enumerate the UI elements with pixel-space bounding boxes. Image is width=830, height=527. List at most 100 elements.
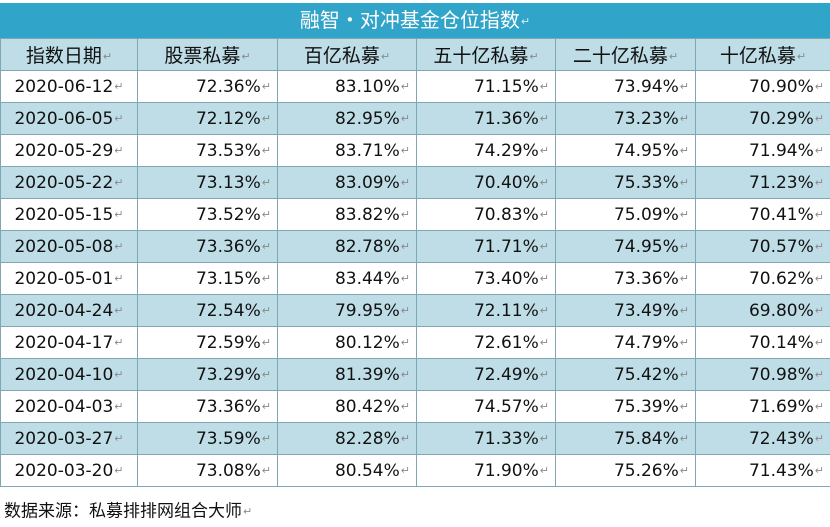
cell-text: 72.43% — [749, 429, 814, 449]
column-header: 指数日期↵ — [1, 39, 138, 71]
paragraph-mark-icon: ↵ — [401, 400, 410, 413]
date-cell: 2020-04-24↵ — [1, 295, 138, 327]
cell-text: 70.29% — [749, 109, 814, 129]
paragraph-mark-icon: ↵ — [540, 464, 549, 477]
paragraph-mark-icon: ↵ — [114, 112, 123, 125]
table-row: 2020-03-20↵73.08%↵80.54%↵71.90%↵75.26%↵7… — [1, 455, 830, 487]
paragraph-mark-icon: ↵ — [540, 240, 549, 253]
cell-text: 2020-03-20 — [14, 461, 113, 481]
column-header-label: 百亿私募 — [304, 45, 380, 67]
paragraph-mark-icon: ↵ — [401, 304, 410, 317]
value-cell: 72.36%↵ — [138, 71, 278, 103]
value-cell: 75.39%↵ — [556, 391, 696, 423]
cell-text: 2020-03-27 — [14, 429, 113, 449]
value-cell: 82.78%↵ — [278, 231, 417, 263]
paragraph-mark-icon: ↵ — [114, 80, 123, 93]
value-cell: 70.83%↵ — [417, 199, 556, 231]
paragraph-mark-icon: ↵ — [401, 432, 410, 445]
value-cell: 80.12%↵ — [278, 327, 417, 359]
cell-text: 2020-04-03 — [14, 397, 113, 417]
cell-text: 82.28% — [335, 429, 400, 449]
table-body: 2020-06-12↵72.36%↵83.10%↵71.15%↵73.94%↵7… — [1, 71, 830, 487]
value-cell: 70.29%↵ — [696, 103, 830, 135]
value-cell: 75.26%↵ — [556, 455, 696, 487]
value-cell: 83.10%↵ — [278, 71, 417, 103]
table-row: 2020-05-01↵73.15%↵83.44%↵73.40%↵73.36%↵7… — [1, 263, 830, 295]
column-header-label: 指数日期 — [26, 45, 102, 67]
paragraph-mark-icon: ↵ — [114, 464, 123, 477]
value-cell: 75.33%↵ — [556, 167, 696, 199]
cell-text: 71.33% — [474, 429, 539, 449]
paragraph-mark-icon: ↵ — [241, 50, 250, 63]
cell-text: 70.41% — [749, 205, 814, 225]
cell-text: 2020-06-12 — [14, 77, 113, 97]
paragraph-mark-icon: ↵ — [815, 240, 824, 253]
paragraph-mark-icon: ↵ — [401, 144, 410, 157]
value-cell: 72.49%↵ — [417, 359, 556, 391]
value-cell: 82.95%↵ — [278, 103, 417, 135]
value-cell: 73.23%↵ — [556, 103, 696, 135]
cell-text: 73.59% — [196, 429, 261, 449]
value-cell: 73.36%↵ — [556, 263, 696, 295]
paragraph-mark-icon: ↵ — [243, 505, 252, 518]
paragraph-mark-icon: ↵ — [401, 272, 410, 285]
paragraph-mark-icon: ↵ — [381, 50, 390, 63]
cell-text: 74.29% — [474, 141, 539, 161]
table-row: 2020-04-03↵73.36%↵80.42%↵74.57%↵75.39%↵7… — [1, 391, 830, 423]
paragraph-mark-icon: ↵ — [114, 208, 123, 221]
paragraph-mark-icon: ↵ — [815, 400, 824, 413]
value-cell: 72.43%↵ — [696, 423, 830, 455]
date-cell: 2020-05-29↵ — [1, 135, 138, 167]
value-cell: 73.36%↵ — [138, 391, 278, 423]
cell-text: 71.23% — [749, 173, 814, 193]
cell-text: 80.54% — [335, 461, 400, 481]
value-cell: 73.53%↵ — [138, 135, 278, 167]
column-header: 二十亿私募↵ — [556, 39, 696, 71]
cell-text: 82.95% — [335, 109, 400, 129]
cell-text: 75.26% — [614, 461, 679, 481]
paragraph-mark-icon: ↵ — [114, 336, 123, 349]
cell-text: 75.09% — [614, 205, 679, 225]
paragraph-mark-icon: ↵ — [680, 336, 689, 349]
cell-text: 70.62% — [749, 269, 814, 289]
table-row: 2020-05-29↵73.53%↵83.71%↵74.29%↵74.95%↵7… — [1, 135, 830, 167]
paragraph-mark-icon: ↵ — [401, 208, 410, 221]
cell-text: 2020-05-22 — [14, 173, 113, 193]
value-cell: 70.98%↵ — [696, 359, 830, 391]
cell-text: 70.98% — [749, 365, 814, 385]
paragraph-mark-icon: ↵ — [262, 400, 271, 413]
paragraph-mark-icon: ↵ — [114, 144, 123, 157]
table-row: 2020-06-12↵72.36%↵83.10%↵71.15%↵73.94%↵7… — [1, 71, 830, 103]
paragraph-mark-icon: ↵ — [262, 368, 271, 381]
paragraph-mark-icon: ↵ — [815, 368, 824, 381]
cell-text: 73.29% — [196, 365, 261, 385]
paragraph-mark-icon: ↵ — [797, 50, 806, 63]
cell-text: 69.80% — [749, 301, 814, 321]
date-cell: 2020-05-15↵ — [1, 199, 138, 231]
paragraph-mark-icon: ↵ — [401, 368, 410, 381]
table-row: 2020-04-10↵73.29%↵81.39%↵72.49%↵75.42%↵7… — [1, 359, 830, 391]
value-cell: 73.29%↵ — [138, 359, 278, 391]
date-cell: 2020-04-10↵ — [1, 359, 138, 391]
paragraph-mark-icon: ↵ — [680, 464, 689, 477]
value-cell: 72.59%↵ — [138, 327, 278, 359]
cell-text: 70.90% — [749, 77, 814, 97]
value-cell: 70.40%↵ — [417, 167, 556, 199]
value-cell: 73.13%↵ — [138, 167, 278, 199]
paragraph-mark-icon: ↵ — [262, 336, 271, 349]
paragraph-mark-icon: ↵ — [262, 240, 271, 253]
value-cell: 74.95%↵ — [556, 135, 696, 167]
paragraph-mark-icon: ↵ — [540, 208, 549, 221]
paragraph-mark-icon: ↵ — [540, 304, 549, 317]
paragraph-mark-icon: ↵ — [680, 144, 689, 157]
value-cell: 70.57%↵ — [696, 231, 830, 263]
table-row: 2020-05-22↵73.13%↵83.09%↵70.40%↵75.33%↵7… — [1, 167, 830, 199]
value-cell: 74.79%↵ — [556, 327, 696, 359]
paragraph-mark-icon: ↵ — [114, 240, 123, 253]
value-cell: 73.49%↵ — [556, 295, 696, 327]
paragraph-mark-icon: ↵ — [540, 368, 549, 381]
value-cell: 74.29%↵ — [417, 135, 556, 167]
cell-text: 71.36% — [474, 109, 539, 129]
paragraph-mark-icon: ↵ — [262, 432, 271, 445]
cell-text: 80.42% — [335, 397, 400, 417]
